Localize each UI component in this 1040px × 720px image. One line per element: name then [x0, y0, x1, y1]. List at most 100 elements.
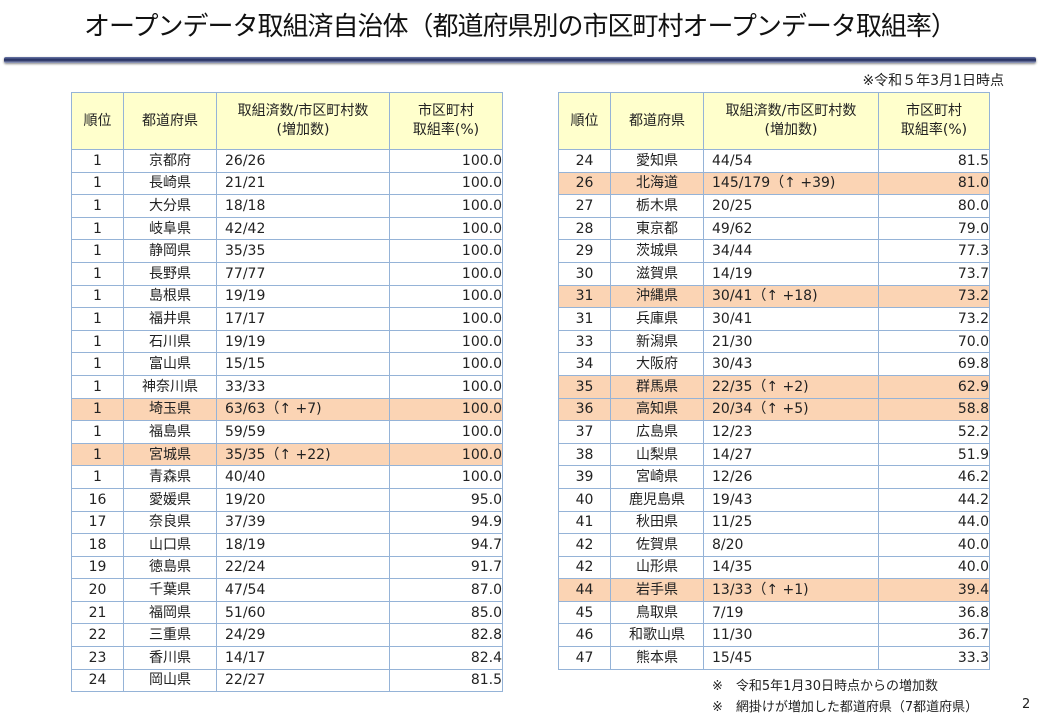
rate-cell: 100.0 — [389, 329, 503, 354]
count-cell: 26/26 — [216, 149, 390, 173]
rank-cell: 36 — [558, 397, 611, 422]
rank-cell: 42 — [558, 533, 611, 557]
rate-cell: 100.0 — [389, 239, 503, 263]
prefecture-cell: 大阪府 — [610, 352, 704, 376]
count-cell: 47/54 — [216, 578, 390, 602]
footnote: ※ 網掛けが増加した都道府県（7都道府県） — [712, 700, 979, 715]
table-row: 41 秋田県 11/25 44.0 — [558, 510, 990, 535]
table-row: 34 大阪府 30/43 69.8 — [558, 352, 990, 376]
count-cell: 12/26 — [703, 465, 879, 489]
count-cell: 145/179（↑ +39) — [703, 171, 879, 196]
table-row: 24 岡山県 22/27 81.5 — [71, 668, 503, 693]
rank-cell: 1 — [71, 284, 124, 309]
prefecture-cell: 福岡県 — [123, 600, 217, 625]
rate-cell: 51.9 — [878, 442, 990, 467]
table-row: 1 長野県 77/77 100.0 — [71, 261, 503, 286]
count-cell: 17/17 — [216, 307, 390, 331]
rate-cell: 39.4 — [878, 578, 990, 602]
prefecture-cell: 富山県 — [123, 352, 217, 376]
prefecture-cell: 高知県 — [610, 397, 704, 422]
rate-cell: 33.3 — [878, 646, 990, 670]
prefecture-cell: 大分県 — [123, 194, 217, 218]
count-cell: 37/39 — [216, 510, 390, 535]
rank-cell: 29 — [558, 239, 611, 263]
footnotes: ※ 令和5年1月30日時点からの増加数 ※ 網掛けが増加した都道府県（7都道府県… — [712, 676, 978, 718]
table-row: 40 鹿児島県 19/43 44.2 — [558, 487, 990, 512]
rate-cell: 100.0 — [389, 420, 503, 444]
table-row: 33 新潟県 21/30 70.0 — [558, 329, 990, 354]
prefecture-cell: 千葉県 — [123, 578, 217, 602]
count-cell: 44/54 — [703, 149, 879, 173]
rank-cell: 19 — [71, 555, 124, 580]
rank-cell: 26 — [558, 171, 611, 196]
rank-cell: 24 — [71, 668, 124, 693]
count-cell: 35/35 — [216, 239, 390, 263]
rate-cell: 100.0 — [389, 442, 503, 467]
count-cell: 15/45 — [703, 646, 879, 670]
rate-cell: 100.0 — [389, 171, 503, 196]
table-row: 42 山形県 14/35 40.0 — [558, 555, 990, 580]
rank-cell: 22 — [71, 623, 124, 648]
prefecture-cell: 秋田県 — [610, 510, 704, 535]
as-of-date: ※令和５年3月1日時点 — [862, 73, 1004, 89]
prefecture-cell: 群馬県 — [610, 374, 704, 399]
rate-cell: 44.0 — [878, 510, 990, 535]
prefecture-cell: 山梨県 — [610, 442, 704, 467]
rate-cell: 87.0 — [389, 578, 503, 602]
rate-cell: 69.8 — [878, 352, 990, 376]
table-row: 47 熊本県 15/45 33.3 — [558, 646, 990, 670]
prefecture-cell: 滋賀県 — [610, 261, 704, 286]
table-row: 1 大分県 18/18 100.0 — [71, 194, 503, 218]
count-cell: 63/63（↑ +7) — [216, 397, 390, 422]
rate-cell: 100.0 — [389, 465, 503, 489]
prefecture-cell: 新潟県 — [610, 329, 704, 354]
rate-cell: 81.5 — [878, 149, 990, 173]
ranking-table-left: 順位 都道府県 取組済数/市区町村数 (増加数) 市区町村 取組率(%) 1 京都府 2… — [71, 92, 503, 693]
table-row: 1 長崎県 21/21 100.0 — [71, 171, 503, 196]
rate-cell: 94.9 — [389, 510, 503, 535]
count-cell: 77/77 — [216, 261, 390, 286]
count-cell: 11/25 — [703, 510, 879, 535]
count-cell: 14/27 — [703, 442, 879, 467]
prefecture-cell: 宮城県 — [123, 442, 217, 467]
rank-cell: 1 — [71, 216, 124, 241]
table-row: 35 群馬県 22/35（↑ +2) 62.9 — [558, 374, 990, 399]
count-cell: 20/34（↑ +5) — [703, 397, 879, 422]
count-cell: 34/44 — [703, 239, 879, 263]
rate-cell: 100.0 — [389, 216, 503, 241]
table-row: 1 埼玉県 63/63（↑ +7) 100.0 — [71, 397, 503, 422]
prefecture-cell: 福井県 — [123, 307, 217, 331]
rate-cell: 80.0 — [878, 194, 990, 218]
count-cell: 35/35（↑ +22) — [216, 442, 390, 467]
table-row: 26 北海道 145/179（↑ +39) 81.0 — [558, 171, 990, 196]
rank-cell: 17 — [71, 510, 124, 535]
count-cell: 15/15 — [216, 352, 390, 376]
table-row: 31 兵庫県 30/41 73.2 — [558, 307, 990, 331]
rank-cell: 1 — [71, 307, 124, 331]
ranking-table-right: 順位 都道府県 取組済数/市区町村数 (増加数) 市区町村 取組率(%) 24 愛知県… — [558, 92, 990, 670]
count-cell: 22/35（↑ +2) — [703, 374, 879, 399]
table-row: 21 福岡県 51/60 85.0 — [71, 600, 503, 625]
count-cell: 14/19 — [703, 261, 879, 286]
prefecture-cell: 岐阜県 — [123, 216, 217, 241]
rank-cell: 39 — [558, 465, 611, 489]
table-row: 1 石川県 19/19 100.0 — [71, 329, 503, 354]
prefecture-cell: 香川県 — [123, 646, 217, 670]
count-cell: 49/62 — [703, 216, 879, 241]
count-cell: 18/19 — [216, 533, 390, 557]
header-count: 取組済数/市区町村数 (増加数) — [703, 92, 879, 150]
rate-cell: 70.0 — [878, 329, 990, 354]
header-rate: 市区町村 取組率(%) — [878, 92, 990, 150]
header-prefecture: 都道府県 — [123, 92, 217, 150]
rate-cell: 100.0 — [389, 284, 503, 309]
table-row: 1 福島県 59/59 100.0 — [71, 420, 503, 444]
table-row: 31 沖縄県 30/41（↑ +18) 73.2 — [558, 284, 990, 309]
count-cell: 22/24 — [216, 555, 390, 580]
count-cell: 19/20 — [216, 487, 390, 512]
count-cell: 19/43 — [703, 487, 879, 512]
page-title: オープンデータ取組済自治体（都道府県別の市区町村オープンデータ取組率） — [84, 12, 957, 42]
rank-cell: 21 — [71, 600, 124, 625]
rank-cell: 1 — [71, 465, 124, 489]
rate-cell: 73.7 — [878, 261, 990, 286]
count-cell: 40/40 — [216, 465, 390, 489]
